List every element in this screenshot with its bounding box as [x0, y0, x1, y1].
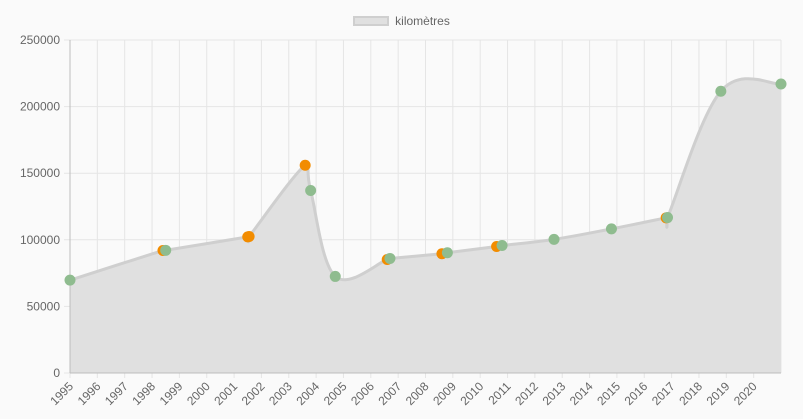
data-point — [605, 223, 617, 235]
data-point — [160, 244, 172, 256]
x-tick-label: 2007 — [375, 379, 404, 408]
x-tick-label: 2015 — [594, 379, 623, 408]
axes — [69, 40, 781, 374]
y-tick-label: 100000 — [20, 233, 60, 247]
data-point — [662, 212, 674, 224]
y-tick-label: 50000 — [27, 299, 61, 313]
x-tick-label: 2009 — [430, 379, 459, 408]
x-tick-label: 1999 — [157, 379, 186, 408]
y-tick-label: 0 — [53, 366, 60, 380]
data-point — [441, 247, 453, 259]
x-tick-label: 2004 — [293, 379, 322, 408]
x-tick-label: 2014 — [567, 379, 596, 408]
x-tick-label: 2020 — [731, 379, 760, 408]
x-tick-label: 2005 — [321, 379, 350, 408]
data-point — [299, 159, 311, 171]
x-tick-label: 1997 — [102, 379, 131, 408]
data-point — [775, 78, 787, 90]
x-tick-label: 2002 — [239, 379, 268, 408]
y-tick-label: 200000 — [20, 100, 60, 114]
x-tick-label: 1995 — [47, 379, 76, 408]
x-tick-label: 2008 — [403, 379, 432, 408]
x-tick-label: 2012 — [512, 379, 541, 408]
legend-swatch — [353, 16, 390, 26]
x-tick-label: 2006 — [348, 379, 377, 408]
x-tick-label: 2011 — [486, 379, 514, 407]
x-tick-label: 2018 — [676, 379, 705, 408]
x-tick-label: 2000 — [184, 379, 213, 408]
x-tick-label: 1998 — [129, 379, 158, 408]
x-tick-label: 2003 — [266, 379, 295, 408]
legend[interactable]: kilomètres — [0, 14, 803, 28]
data-point — [715, 85, 727, 97]
data-point — [496, 240, 508, 252]
x-tick-label: 2010 — [458, 379, 487, 408]
x-tick-label: 1996 — [75, 379, 104, 408]
data-point — [64, 274, 76, 286]
data-point — [384, 252, 396, 264]
x-tick-label: 2001 — [211, 379, 240, 408]
legend-label: kilomètres — [395, 14, 450, 28]
y-tick-label: 250000 — [20, 33, 60, 47]
data-points — [64, 78, 787, 286]
area-fill — [70, 78, 781, 373]
x-tick-label: 2016 — [622, 379, 651, 408]
data-point — [329, 270, 341, 282]
x-tick-label: 2013 — [540, 379, 569, 408]
y-tick-label: 150000 — [20, 166, 60, 180]
data-point — [548, 233, 560, 245]
data-point — [305, 185, 317, 197]
x-tick-label: 2019 — [704, 379, 733, 408]
data-point — [243, 230, 255, 242]
x-tick-label: 2017 — [649, 379, 678, 408]
